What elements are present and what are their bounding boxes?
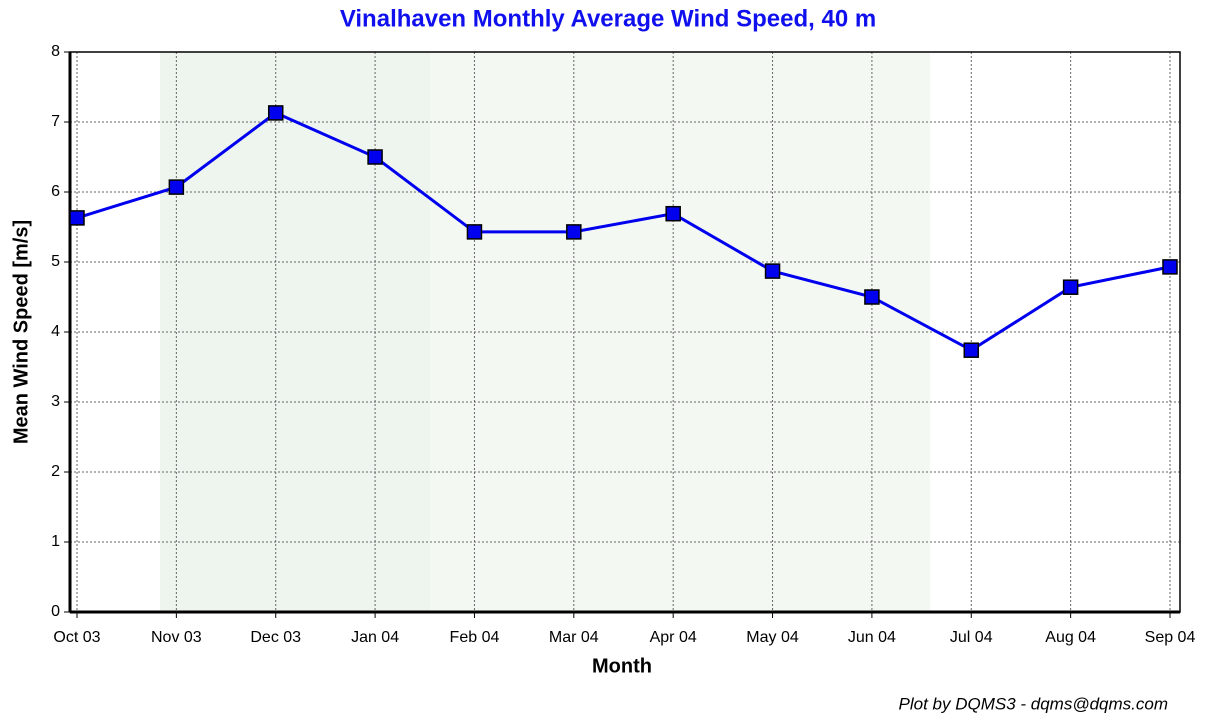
marker	[467, 225, 481, 239]
marker	[964, 343, 978, 357]
y-tick-label: 1	[51, 533, 60, 550]
x-tick-label: Mar 04	[549, 629, 599, 646]
chart: Vinalhaven Monthly Average Wind Speed, 4…	[0, 0, 1215, 722]
marker	[269, 106, 283, 120]
marker	[865, 290, 879, 304]
x-tick-label: Jun 04	[848, 629, 896, 646]
marker	[666, 207, 680, 221]
marker	[1163, 260, 1177, 274]
marker	[766, 264, 780, 278]
x-tick-label: May 04	[746, 629, 799, 646]
y-tick-label: 6	[51, 183, 60, 200]
y-tick-label: 0	[51, 603, 60, 620]
y-axis-label: Mean Wind Speed [m/s]	[10, 220, 32, 444]
x-tick-label: Sep 04	[1145, 629, 1196, 646]
y-tick-label: 8	[51, 43, 60, 60]
y-tick-label: 2	[51, 463, 60, 480]
credit: Plot by DQMS3 - dqms@dqms.com	[899, 694, 1169, 713]
x-tick-label: Dec 03	[250, 629, 301, 646]
x-tick-label: Feb 04	[450, 629, 500, 646]
x-tick-label: Apr 04	[650, 629, 697, 646]
marker	[169, 180, 183, 194]
y-tick-label: 7	[51, 113, 60, 130]
y-tick-label: 5	[51, 253, 60, 270]
marker	[368, 150, 382, 164]
y-tick-label: 4	[51, 323, 60, 340]
x-tick-label: Jul 04	[950, 629, 993, 646]
chart-title: Vinalhaven Monthly Average Wind Speed, 4…	[340, 5, 876, 32]
marker	[567, 225, 581, 239]
y-tick-label: 3	[51, 393, 60, 410]
x-axis-label: Month	[592, 655, 652, 677]
x-tick-label: Jan 04	[351, 629, 399, 646]
marker	[70, 211, 84, 225]
x-tick-label: Oct 03	[53, 629, 100, 646]
x-tick-label: Nov 03	[151, 629, 202, 646]
marker	[1064, 280, 1078, 294]
x-tick-label: Aug 04	[1045, 629, 1096, 646]
